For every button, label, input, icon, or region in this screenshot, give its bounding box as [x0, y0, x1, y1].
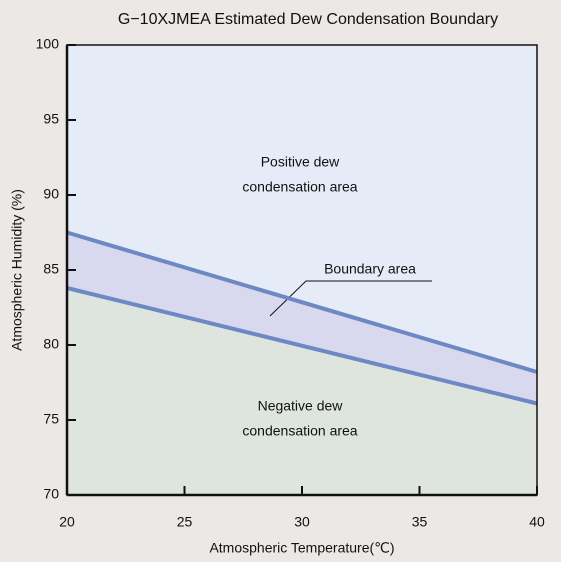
areas: [67, 45, 537, 495]
annotation: condensation area: [242, 179, 357, 195]
annotation: Boundary area: [324, 261, 416, 277]
annotation: Negative dew: [258, 398, 344, 414]
boundary-line: [66, 230, 538, 374]
area-negative: [67, 288, 537, 495]
x-tick-label: 25: [177, 514, 193, 530]
y-tick-label: 80: [43, 336, 59, 352]
chart-title: G−10XJMEA Estimated Dew Condensation Bou…: [118, 11, 498, 28]
x-tick-label: 35: [412, 514, 428, 530]
area-boundary: [67, 232, 537, 404]
x-tick-label: 20: [59, 514, 75, 530]
boundary-line: [66, 286, 538, 406]
x-tick-label: 40: [529, 514, 545, 530]
y-tick-label: 100: [36, 36, 60, 52]
y-tick-label: 90: [43, 186, 59, 202]
x-tick-label: 30: [294, 514, 310, 530]
leader-line: [269, 280, 432, 317]
y-tick-label: 95: [43, 111, 59, 127]
y-tick-label: 75: [43, 411, 59, 427]
x-axis-label: Atmospheric Temperature(℃): [209, 540, 394, 556]
y-tick-label: 85: [43, 261, 59, 277]
y-tick-label: 70: [43, 486, 59, 502]
area-positive: [67, 45, 537, 372]
annotation: Positive dew: [261, 154, 340, 170]
annotation: condensation area: [242, 423, 357, 439]
y-axis-label: Atmospheric Humidity (%): [9, 189, 25, 351]
